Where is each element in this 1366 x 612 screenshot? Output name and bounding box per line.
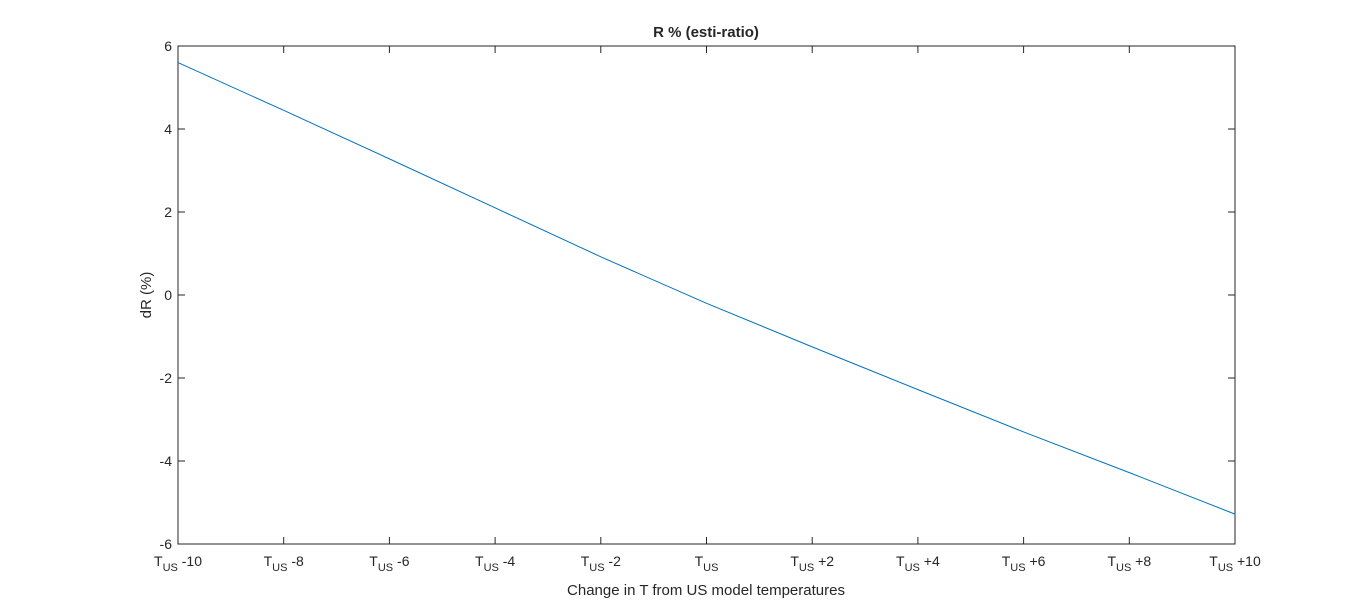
x-tick-suffix: -8 bbox=[287, 553, 304, 569]
x-tick-label: TUS +8 bbox=[1107, 553, 1151, 574]
y-tick-label: -4 bbox=[160, 453, 173, 469]
plot-area bbox=[177, 45, 1236, 545]
x-tick-subscript: US bbox=[799, 562, 814, 574]
x-tick-subscript: US bbox=[272, 562, 287, 574]
x-tick-suffix: +2 bbox=[814, 553, 834, 569]
x-tick-subscript: US bbox=[1010, 562, 1025, 574]
x-tick-subscript: US bbox=[1116, 562, 1131, 574]
x-tick-label: TUS +4 bbox=[896, 553, 940, 574]
x-tick-label: TUS +6 bbox=[1002, 553, 1046, 574]
x-tick-suffix: +10 bbox=[1233, 553, 1261, 569]
x-axis-label: Change in T from US model temperatures bbox=[567, 582, 845, 599]
y-tick-label: 6 bbox=[164, 38, 172, 54]
series-layer bbox=[177, 62, 1236, 515]
x-tick-base: T bbox=[581, 553, 590, 569]
y-tick-label: 0 bbox=[164, 287, 172, 303]
x-tick-subscript: US bbox=[589, 562, 604, 574]
x-tick-subscript: US bbox=[484, 562, 499, 574]
x-tick-base: T bbox=[896, 553, 905, 569]
x-tick-suffix: +4 bbox=[920, 553, 940, 569]
x-tick-subscript: US bbox=[905, 562, 920, 574]
x-tick-label: TUS +10 bbox=[1209, 553, 1261, 574]
x-tick-suffix: -4 bbox=[499, 553, 516, 569]
x-tick-subscript: US bbox=[163, 562, 178, 574]
x-tick-base: T bbox=[790, 553, 799, 569]
x-tick-base: T bbox=[369, 553, 378, 569]
x-tick-subscript: US bbox=[703, 562, 718, 574]
x-tick-subscript: US bbox=[1218, 562, 1233, 574]
y-tick-label: -6 bbox=[160, 536, 173, 552]
x-tick-label: TUS -6 bbox=[369, 553, 409, 574]
x-tick-base: T bbox=[154, 553, 163, 569]
x-tick-label: TUS -2 bbox=[581, 553, 621, 574]
x-tick-suffix: +6 bbox=[1026, 553, 1046, 569]
x-tick-label: TUS -10 bbox=[154, 553, 202, 574]
series-line-0 bbox=[177, 62, 1236, 515]
x-tick-label: TUS bbox=[695, 553, 719, 574]
x-tick-suffix: -2 bbox=[605, 553, 622, 569]
x-tick-label: TUS +2 bbox=[790, 553, 834, 574]
chart-title: R % (esti-ratio) bbox=[653, 24, 759, 41]
x-tick-base: T bbox=[1002, 553, 1011, 569]
x-tick-suffix: +8 bbox=[1131, 553, 1151, 569]
x-tick-suffix: -6 bbox=[393, 553, 410, 569]
x-tick-suffix: -10 bbox=[178, 553, 202, 569]
x-tick-base: T bbox=[1209, 553, 1218, 569]
y-tick-label: -2 bbox=[160, 370, 173, 386]
x-tick-base: T bbox=[475, 553, 484, 569]
x-tick-label: TUS -4 bbox=[475, 553, 515, 574]
y-tick-label: 2 bbox=[164, 204, 172, 220]
x-tick-base: T bbox=[695, 553, 704, 569]
y-tick-label: 4 bbox=[164, 121, 172, 137]
x-tick-subscript: US bbox=[378, 562, 393, 574]
y-axis-label: dR (%) bbox=[138, 272, 155, 319]
x-tick-label: TUS -8 bbox=[264, 553, 304, 574]
x-tick-base: T bbox=[1107, 553, 1116, 569]
x-tick-base: T bbox=[264, 553, 273, 569]
